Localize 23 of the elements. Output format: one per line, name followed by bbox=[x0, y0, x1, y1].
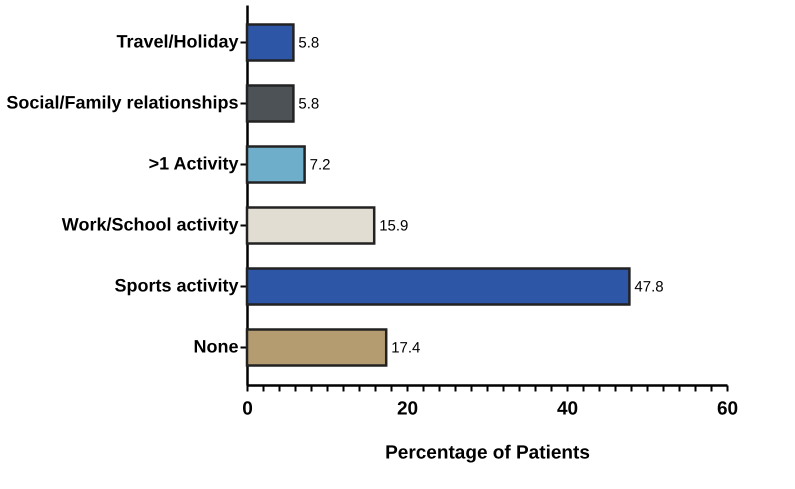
bar bbox=[246, 267, 631, 306]
data-label: 47.8 bbox=[634, 278, 664, 296]
y-tick-label: Work/School activity bbox=[62, 214, 238, 234]
x-tick-label: 40 bbox=[556, 398, 578, 420]
data-label: 5.8 bbox=[298, 96, 320, 113]
y-tick-label: Sports activity bbox=[114, 275, 238, 296]
x-axis-title: Percentage of Patients bbox=[385, 442, 590, 464]
data-label: 7.2 bbox=[310, 156, 330, 174]
y-tick-label: Social/Family relationships bbox=[6, 92, 238, 113]
data-label: 15.9 bbox=[379, 218, 408, 234]
bar bbox=[246, 84, 295, 123]
bar bbox=[246, 206, 376, 245]
x-tick-label: 60 bbox=[716, 398, 738, 420]
bar bbox=[246, 328, 388, 367]
data-label: 17.4 bbox=[391, 339, 420, 356]
x-tick-label: 0 bbox=[242, 398, 253, 420]
y-tick-label: Travel/Holiday bbox=[116, 32, 238, 52]
bar bbox=[246, 145, 306, 184]
y-tick-label: None bbox=[194, 336, 238, 356]
y-tick-label: >1 Activity bbox=[148, 154, 238, 174]
data-label: 5.8 bbox=[298, 34, 320, 52]
bar bbox=[246, 23, 295, 62]
x-tick-label: 20 bbox=[396, 398, 418, 420]
